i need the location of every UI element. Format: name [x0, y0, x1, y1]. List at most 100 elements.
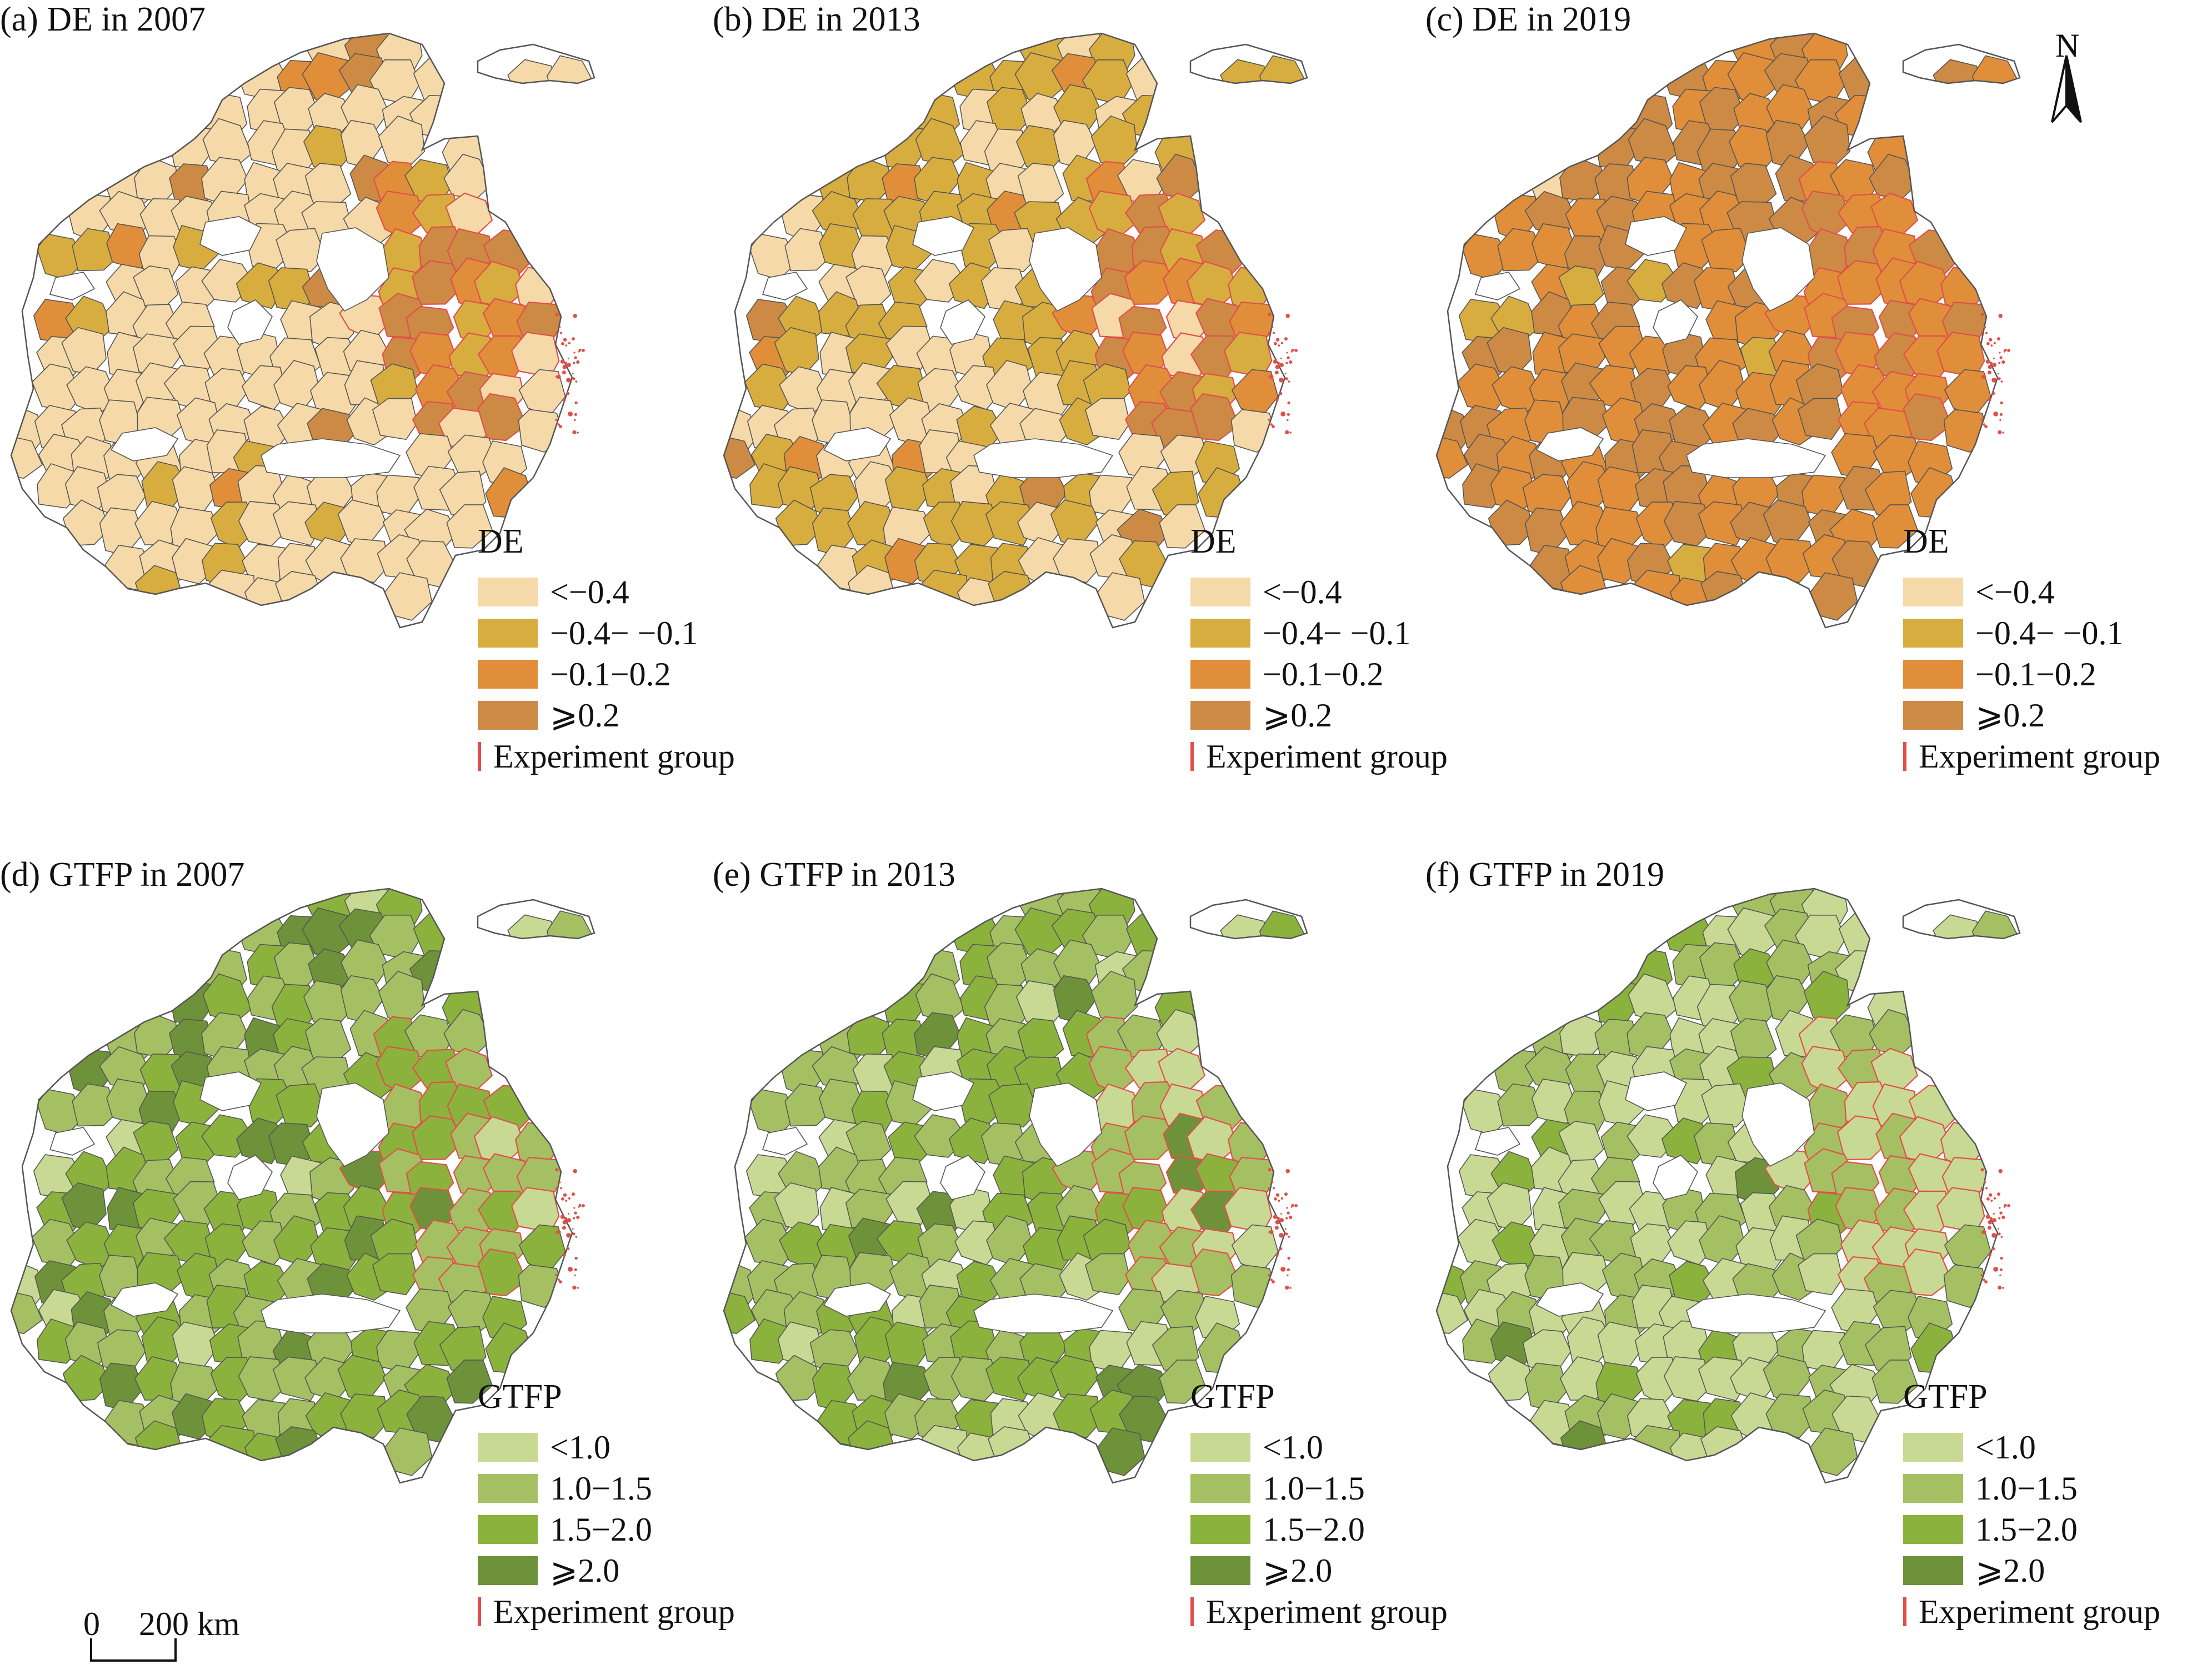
island-speck	[1991, 392, 1995, 395]
region-polygon	[1836, 1115, 1889, 1160]
region-polygon	[546, 55, 594, 104]
legend-title: DE	[1903, 523, 1949, 560]
island-speck	[1270, 1278, 1273, 1281]
island-speck	[1997, 337, 2000, 341]
region-polygon	[272, 1356, 322, 1401]
lake-shape	[940, 299, 985, 345]
legend-swatch	[1903, 1433, 1963, 1462]
region-boundary	[10, 32, 573, 629]
island-speck	[563, 1193, 567, 1197]
island-speck	[1286, 352, 1288, 354]
island-speck	[1272, 1280, 1275, 1283]
region-polygon	[518, 409, 565, 453]
lake-shape	[110, 427, 179, 462]
panel-title: (e) GTFP in 2013	[713, 856, 955, 894]
legend-item: 1.5−2.0	[1903, 1509, 2159, 1550]
island-speck	[1987, 370, 1991, 375]
island-speck	[1285, 362, 1288, 364]
island-speck	[1285, 430, 1289, 435]
island-speck	[562, 370, 566, 375]
legend-swatch	[478, 578, 538, 606]
region-polygon	[775, 1355, 821, 1402]
island-speck	[566, 378, 571, 383]
island-speck	[1997, 373, 1999, 375]
island-speck	[1985, 359, 1990, 364]
region-polygon	[1971, 55, 2019, 104]
region-polygon	[1971, 910, 2019, 960]
region-polygon	[1701, 228, 1752, 273]
lake-shape	[823, 1282, 892, 1317]
island-speck	[559, 425, 562, 428]
lake-shape	[1029, 227, 1102, 312]
island-speck	[557, 1230, 561, 1235]
island-speck	[565, 344, 568, 347]
region-polygon	[1903, 1248, 1953, 1297]
island-speck	[1285, 1217, 1288, 1220]
island-speck	[2001, 360, 2005, 364]
legend-item-experiment: Experiment group	[478, 736, 735, 777]
panel-title: (c) DE in 2019	[1425, 1, 1632, 38]
island-speck	[567, 363, 571, 367]
region-polygon	[1701, 1083, 1752, 1128]
island-speck	[573, 352, 575, 354]
lake-shape	[1474, 272, 1521, 300]
island-speck	[562, 1226, 566, 1230]
region-polygon	[1943, 409, 1991, 453]
lake-shape	[199, 216, 262, 256]
island-speck	[1998, 1217, 2001, 1220]
island-speck	[1289, 360, 1293, 364]
island-speck	[1993, 412, 1998, 417]
choropleth-map	[723, 32, 1308, 629]
island-speck	[566, 392, 570, 395]
legend-label: <−0.4	[1263, 573, 1342, 610]
island-speck	[1287, 1211, 1290, 1215]
island-speck	[1990, 344, 1993, 347]
island-speck	[572, 377, 575, 380]
legend-swatch-experiment	[478, 742, 481, 771]
region-polygon	[1084, 1253, 1130, 1296]
island-speck	[1291, 348, 1294, 352]
legend-label: ⩾2.0	[1263, 1552, 1333, 1589]
lake-shape	[261, 1293, 401, 1333]
region-polygon	[1125, 54, 1174, 102]
region-polygon	[372, 398, 418, 440]
island-speck	[555, 418, 558, 421]
island-speck	[2000, 1256, 2003, 1260]
island-speck	[555, 1187, 558, 1190]
legend-item: −0.1−0.2	[478, 654, 733, 695]
island-speck	[1287, 419, 1289, 422]
island-speck	[1274, 370, 1279, 375]
legend-swatch	[1190, 660, 1250, 689]
map-panel-a: (a) DE in 2007 DE <−0.4 −0.4− −0.1 −0.1−0.2 ⩾…	[0, 0, 735, 816]
region-polygon	[775, 499, 821, 546]
legend-item: −0.1−0.2	[1190, 654, 1446, 695]
legend-label: ⩾2.0	[1975, 1552, 2045, 1589]
island-speck	[1985, 1215, 1990, 1219]
island-speck	[1999, 1211, 2003, 1215]
lake-shape	[940, 1155, 985, 1200]
island-speck	[1284, 337, 1288, 341]
lake-shape	[1029, 1082, 1102, 1167]
island-speck	[574, 1211, 577, 1215]
region-polygon	[784, 1083, 831, 1127]
legend-item: <−0.4	[478, 571, 733, 613]
legend-title: GTFP	[1903, 1378, 1988, 1416]
region-polygon	[546, 910, 594, 960]
region-polygon	[1159, 1360, 1206, 1404]
island-speck	[1991, 1233, 1996, 1238]
legend-swatch-experiment	[1190, 742, 1194, 771]
region-polygon	[1190, 1248, 1240, 1297]
legend-swatch	[1903, 1515, 1963, 1544]
region-polygon	[1437, 434, 1469, 479]
region-polygon	[1096, 1427, 1145, 1476]
region-polygon	[411, 1115, 464, 1160]
island-speck	[1984, 1280, 1988, 1283]
island-speck	[1984, 326, 1986, 328]
island-speck	[574, 356, 577, 359]
region-polygon	[1488, 499, 1534, 546]
region-polygon	[988, 228, 1039, 273]
island-speck	[1270, 423, 1273, 426]
region-polygon	[1497, 228, 1544, 272]
legend-label-experiment: Experiment group	[1206, 1593, 1448, 1630]
island-speck	[572, 430, 577, 435]
